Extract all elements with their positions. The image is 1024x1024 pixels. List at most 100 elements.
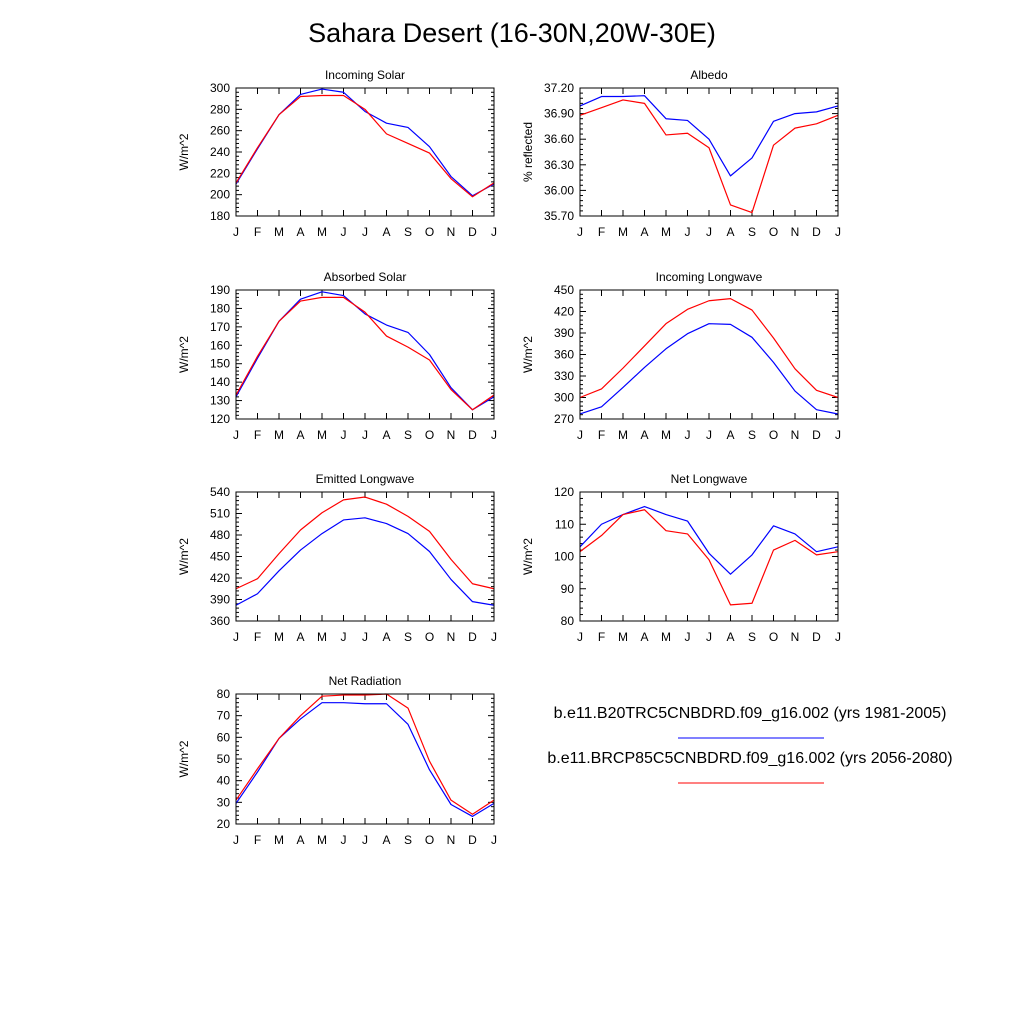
y-tick-label: 270 — [554, 412, 574, 426]
x-tick-label: S — [404, 225, 412, 239]
y-tick-label: 80 — [561, 614, 575, 628]
x-tick-label: S — [748, 225, 756, 239]
plot-frame — [579, 491, 839, 622]
series-line-2 — [235, 94, 495, 198]
y-tick-label: 70 — [217, 709, 231, 723]
x-tick-label: M — [618, 225, 628, 239]
y-tick-label: 36.00 — [544, 183, 574, 197]
y-tick-label: 280 — [210, 102, 230, 116]
x-tick-label: J — [577, 428, 583, 442]
x-tick-label: N — [447, 833, 456, 847]
x-tick-label: J — [577, 225, 583, 239]
x-tick-label: N — [791, 630, 800, 644]
x-tick-label: A — [296, 630, 304, 644]
y-tick-label: 100 — [554, 550, 574, 564]
series-line-1 — [235, 88, 495, 197]
panel-title: Absorbed Solar — [324, 270, 407, 284]
plot-frame — [235, 491, 495, 622]
x-tick-label: N — [447, 630, 456, 644]
x-tick-label: F — [598, 428, 605, 442]
x-tick-label: J — [341, 225, 347, 239]
y-axis-label: W/m^2 — [521, 538, 535, 575]
x-tick-label: M — [274, 428, 284, 442]
x-tick-label: O — [425, 630, 434, 644]
figure-title: Sahara Desert (16-30N,20W-30E) — [308, 18, 716, 48]
x-tick-label: O — [769, 428, 778, 442]
series-line-2 — [579, 298, 839, 399]
y-tick-label: 60 — [217, 730, 231, 744]
x-tick-label: A — [640, 630, 648, 644]
x-tick-label: A — [640, 428, 648, 442]
y-tick-label: 190 — [210, 283, 230, 297]
x-tick-label: S — [748, 630, 756, 644]
x-tick-label: A — [382, 833, 390, 847]
y-tick-label: 40 — [217, 774, 231, 788]
y-axis-label: W/m^2 — [521, 336, 535, 373]
series-line-2 — [235, 693, 495, 815]
y-tick-label: 420 — [554, 305, 574, 319]
y-axis-label: W/m^2 — [177, 740, 191, 777]
y-tick-label: 120 — [554, 485, 574, 499]
x-tick-label: F — [598, 630, 605, 644]
x-tick-label: D — [812, 630, 821, 644]
y-tick-label: 120 — [210, 412, 230, 426]
y-tick-label: 36.60 — [544, 132, 574, 146]
x-tick-label: N — [447, 428, 456, 442]
x-tick-label: D — [468, 428, 477, 442]
chart-panel-5: Emitted Longwave W/m^2 360 390 420 450 480 510 5… — [177, 472, 497, 644]
x-tick-label: J — [362, 833, 368, 847]
x-tick-label: F — [254, 630, 261, 644]
x-tick-label: J — [233, 428, 239, 442]
x-tick-label: M — [661, 630, 671, 644]
x-tick-label: M — [274, 833, 284, 847]
x-tick-label: J — [362, 630, 368, 644]
y-tick-label: 36.30 — [544, 158, 574, 172]
series-line-1 — [579, 95, 839, 177]
x-tick-label: J — [577, 630, 583, 644]
y-tick-label: 510 — [210, 507, 230, 521]
y-tick-label: 36.90 — [544, 107, 574, 121]
x-tick-label: J — [362, 225, 368, 239]
x-tick-label: A — [382, 428, 390, 442]
x-tick-label: M — [317, 630, 327, 644]
y-tick-label: 90 — [561, 582, 575, 596]
y-axis-label: W/m^2 — [177, 538, 191, 575]
x-tick-label: J — [491, 225, 497, 239]
x-tick-label: J — [491, 833, 497, 847]
x-tick-label: M — [317, 428, 327, 442]
chart-panel-3: Absorbed Solar W/m^2 120 130 140 150 160 170 180… — [177, 270, 497, 442]
series-line-2 — [579, 509, 839, 606]
x-tick-label: S — [748, 428, 756, 442]
x-tick-label: J — [706, 428, 712, 442]
plot-frame — [235, 693, 495, 825]
panel-title: Net Radiation — [329, 674, 402, 688]
x-tick-label: A — [726, 225, 734, 239]
x-tick-label: A — [296, 428, 304, 442]
x-tick-label: D — [468, 225, 477, 239]
series-line-2 — [235, 496, 495, 590]
plot-frame — [235, 87, 495, 217]
legend-label-2: b.e11.BRCP85C5CNBDRD.f09_g16.002 (yrs 20… — [547, 750, 953, 767]
y-tick-label: 300 — [210, 81, 230, 95]
x-tick-label: O — [425, 428, 434, 442]
x-tick-label: M — [274, 225, 284, 239]
x-tick-label: J — [685, 630, 691, 644]
y-tick-label: 220 — [210, 166, 230, 180]
x-tick-label: S — [404, 833, 412, 847]
y-tick-label: 260 — [210, 124, 230, 138]
x-tick-label: J — [835, 630, 841, 644]
y-tick-label: 110 — [555, 517, 574, 531]
y-tick-label: 180 — [210, 209, 230, 223]
y-axis-label: W/m^2 — [177, 336, 191, 373]
y-axis-label: % reflected — [521, 122, 535, 182]
y-tick-label: 170 — [210, 320, 230, 334]
panel-title: Net Longwave — [671, 472, 748, 486]
x-tick-label: J — [706, 225, 712, 239]
x-tick-label: O — [425, 833, 434, 847]
y-tick-label: 150 — [210, 357, 230, 371]
x-tick-label: J — [341, 428, 347, 442]
x-tick-label: A — [296, 833, 304, 847]
chart-panel-1: Incoming Solar W/m^2 180 200 220 240 260 280 300… — [177, 68, 497, 239]
